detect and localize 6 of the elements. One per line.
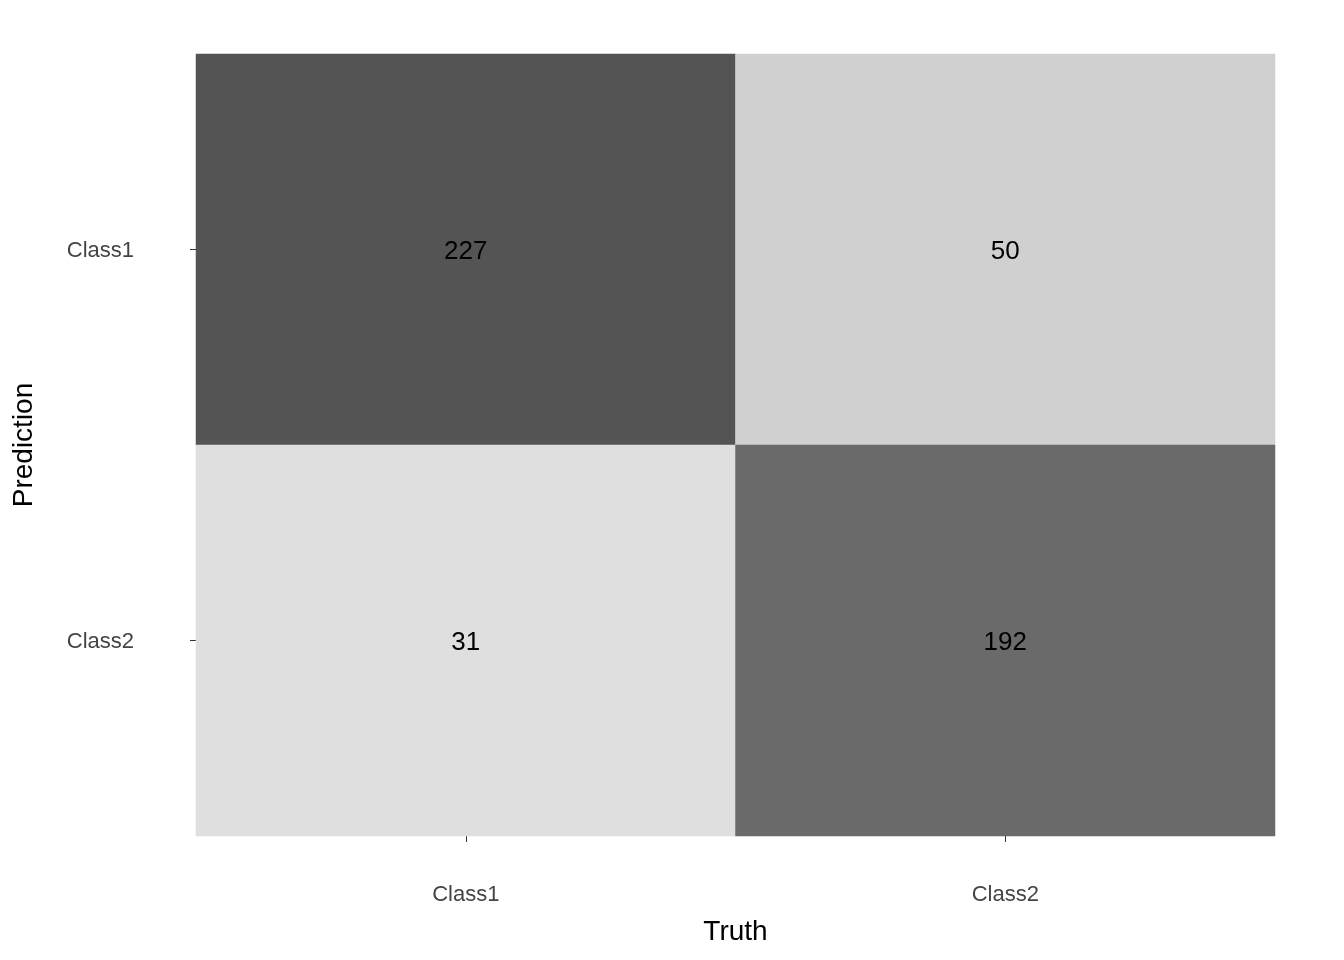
data-label: 31 (451, 625, 481, 656)
data-label: 227 (444, 234, 488, 265)
y-axis-title: Prediction (6, 382, 38, 508)
data-label: 50 (990, 234, 1020, 265)
data-label: 192 (983, 625, 1027, 656)
x-axis-title: Truth (703, 914, 768, 946)
